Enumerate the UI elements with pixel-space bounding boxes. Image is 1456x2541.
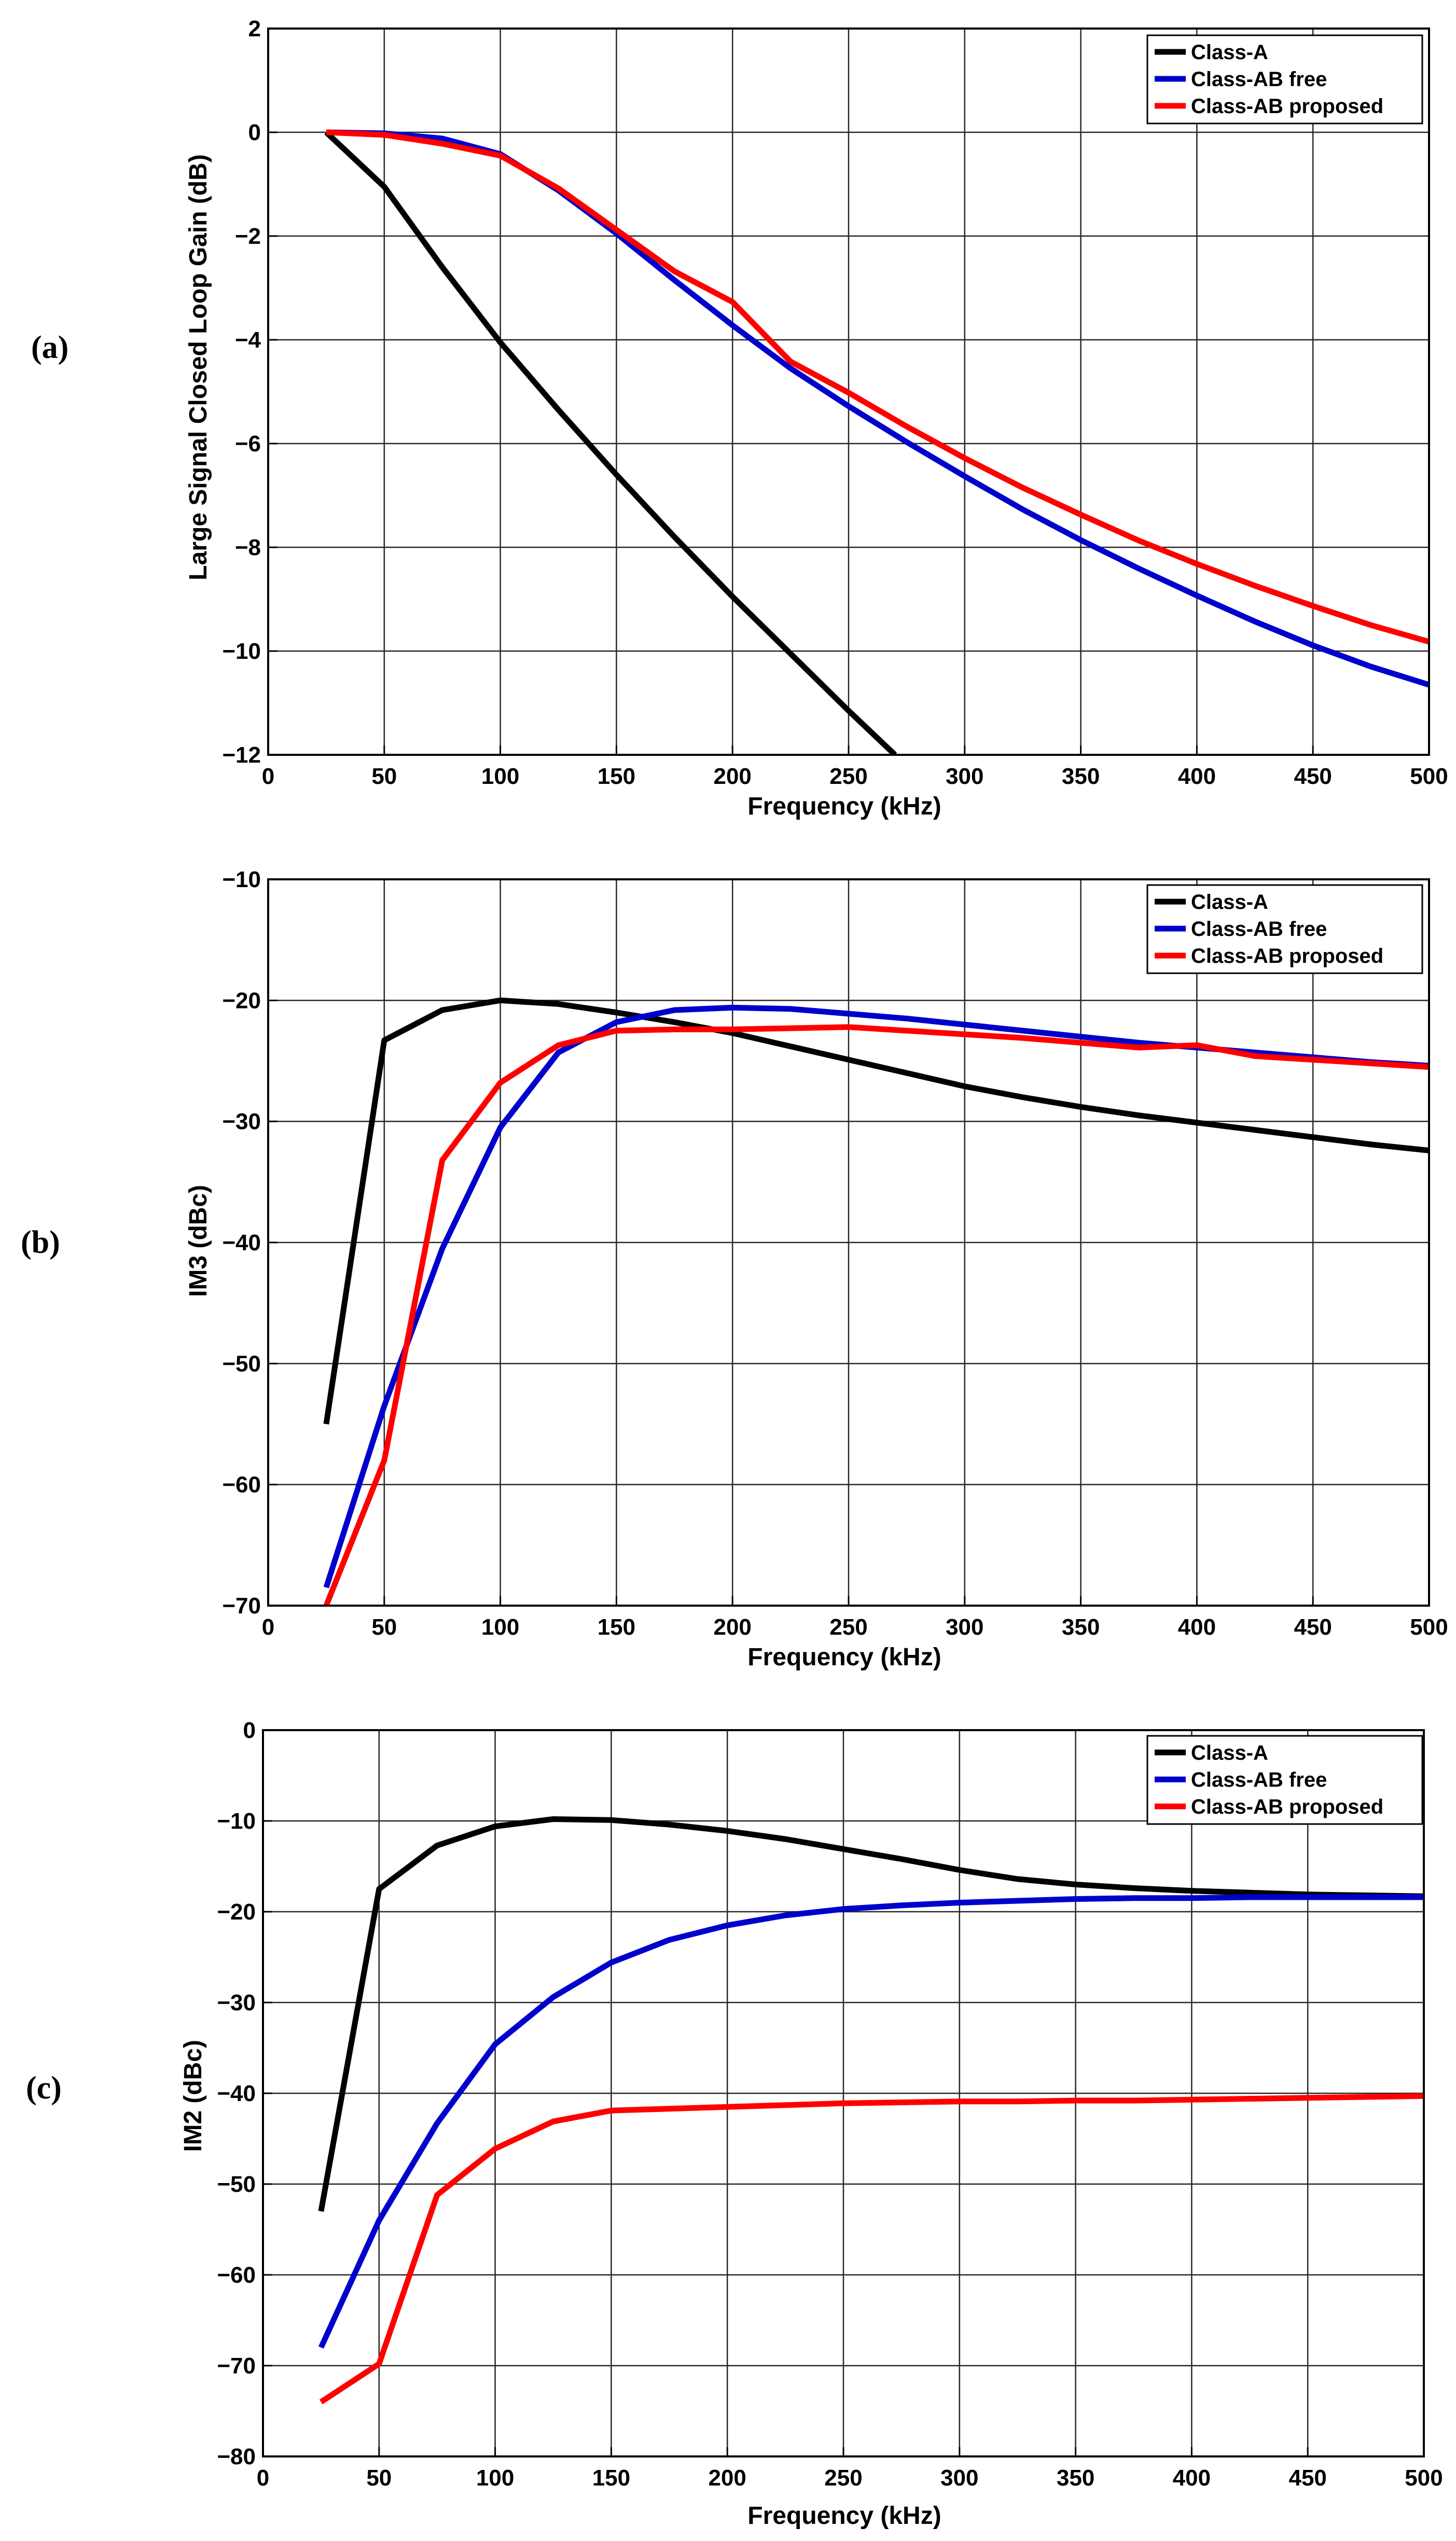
x-tick-label: 450 — [1294, 1614, 1332, 1640]
series-line-class-ab-proposed — [319, 2093, 1424, 2405]
legend-label: Class-A — [1191, 1742, 1268, 1764]
x-tick-label: 400 — [1178, 1614, 1216, 1640]
y-tick-label: −80 — [217, 2444, 256, 2469]
series-line-class-ab-free — [318, 1894, 1424, 2349]
y-tick-label: −2 — [235, 224, 261, 249]
x-tick-label: 500 — [1410, 1614, 1448, 1640]
legend-box — [1146, 884, 1423, 974]
series-line-class-a — [323, 997, 1429, 1425]
x-tick-label: 400 — [1173, 2465, 1211, 2491]
x-tick-label: 250 — [829, 764, 867, 789]
y-tick-label: −10 — [217, 1808, 256, 1834]
legend-label: Class-AB free — [1191, 68, 1327, 91]
y-tick-label: −30 — [222, 1109, 261, 1135]
legend-label: Class-AB proposed — [1191, 945, 1383, 968]
x-tick-label: 150 — [592, 2465, 630, 2491]
x-tick-label: 0 — [262, 764, 274, 789]
y-tick-label: −40 — [217, 2081, 256, 2106]
y-tick-label: −70 — [217, 2353, 256, 2379]
series-line-class-a — [318, 1816, 1424, 2212]
panel-label: (a) — [31, 330, 68, 365]
y-tick-label: −60 — [222, 1472, 261, 1498]
legend-box — [1146, 34, 1423, 125]
y-tick-label: −10 — [222, 867, 261, 892]
x-tick-label: 350 — [1062, 1614, 1100, 1640]
y-tick-label: −12 — [222, 742, 261, 768]
x-tick-label: 300 — [940, 2465, 978, 2491]
x-axis-label: Frequency (kHz) — [747, 793, 941, 820]
y-tick-label: −60 — [217, 2262, 256, 2288]
y-tick-label: −50 — [222, 1351, 261, 1376]
x-tick-label: 250 — [829, 1614, 867, 1640]
legend-label: Class-A — [1191, 41, 1268, 64]
panel-label: (c) — [26, 2070, 62, 2106]
x-tick-label: 350 — [1062, 764, 1100, 789]
y-tick-label: −50 — [217, 2172, 256, 2197]
x-tick-label: 200 — [713, 1614, 751, 1640]
plot-frame — [267, 27, 1430, 756]
x-tick-label: 250 — [824, 2465, 862, 2491]
chart-panel-b: (b) Frequency (kHz) IM3 (dBc) 0 50 100 150 2… — [21, 867, 1448, 1671]
x-tick-label: 200 — [708, 2465, 746, 2491]
y-tick-label: −6 — [235, 431, 261, 457]
y-axis-label: Large Signal Closed Loop Gain (dB) — [185, 154, 212, 580]
x-tick-label: 150 — [598, 1614, 635, 1640]
chart-panel-c: (c) Frequency (kHz) IM2 (dBc) 0 50 100 150 2… — [26, 1718, 1443, 2530]
legend-label: Class-AB free — [1191, 1769, 1327, 1791]
y-tick-label: −20 — [222, 988, 261, 1013]
x-tick-label: 400 — [1178, 764, 1216, 789]
x-tick-label: 50 — [366, 2465, 392, 2491]
legend-box — [1146, 1735, 1423, 1825]
series-line-class-ab-proposed — [326, 129, 1429, 645]
x-tick-label: 50 — [371, 764, 397, 789]
panel-label: (b) — [21, 1225, 60, 1260]
y-tick-label: −8 — [235, 535, 261, 560]
x-tick-label: 100 — [481, 764, 519, 789]
x-tick-label: 100 — [481, 1614, 519, 1640]
x-tick-label: 150 — [598, 764, 635, 789]
y-tick-label: 0 — [248, 120, 261, 145]
x-axis-label: Frequency (kHz) — [747, 2502, 941, 2530]
series-line-class-a — [324, 130, 897, 755]
x-tick-label: 200 — [713, 764, 751, 789]
y-tick-label: −70 — [222, 1593, 261, 1619]
legend-label: Class-A — [1191, 891, 1268, 914]
x-tick-label: 450 — [1288, 2465, 1326, 2491]
legend-label: Class-AB proposed — [1191, 95, 1383, 118]
plot-frame — [262, 1729, 1425, 2457]
y-axis-label: IM3 (dBc) — [185, 1185, 212, 1297]
y-tick-label: −20 — [217, 1899, 256, 1925]
y-tick-label: 0 — [243, 1718, 256, 1743]
x-tick-label: 300 — [946, 764, 983, 789]
y-tick-label: −40 — [222, 1230, 261, 1255]
x-axis-label: Frequency (kHz) — [747, 1644, 941, 1671]
legend-label: Class-AB free — [1191, 918, 1327, 941]
x-tick-label: 500 — [1410, 764, 1448, 789]
x-tick-label: 0 — [262, 1614, 274, 1640]
series-line-class-ab-proposed — [323, 1024, 1429, 1606]
y-tick-label: −30 — [217, 1990, 256, 2015]
x-tick-label: 50 — [371, 1614, 397, 1640]
x-tick-label: 0 — [257, 2465, 269, 2491]
x-tick-label: 100 — [476, 2465, 514, 2491]
y-axis-label: IM2 (dBc) — [179, 2040, 207, 2152]
x-tick-label: 500 — [1405, 2465, 1443, 2491]
y-tick-label: 2 — [248, 16, 261, 42]
x-tick-label: 450 — [1294, 764, 1332, 789]
plot-frame — [267, 878, 1430, 1607]
y-tick-label: −4 — [235, 327, 261, 353]
legend-label: Class-AB proposed — [1191, 1796, 1383, 1818]
chart-panel-a: (a) Frequency (kHz) Large Signal Closed … — [31, 16, 1448, 820]
y-tick-label: −10 — [222, 639, 261, 664]
x-tick-label: 350 — [1057, 2465, 1094, 2491]
x-tick-label: 300 — [946, 1614, 983, 1640]
